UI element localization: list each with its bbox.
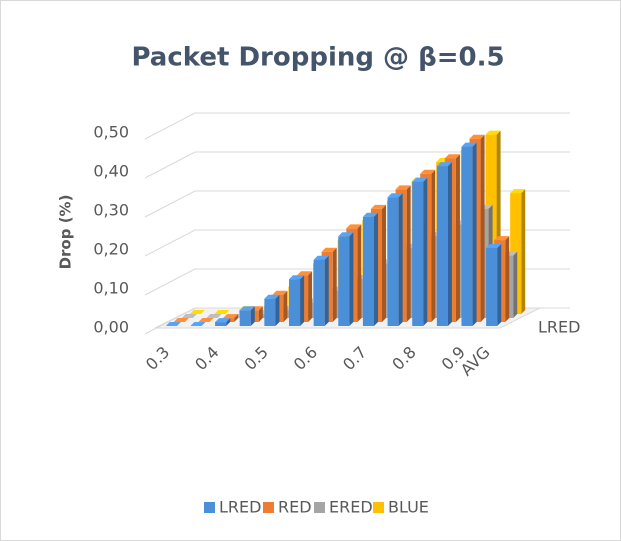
bar [412, 181, 424, 326]
bar-side [431, 169, 436, 322]
bar-top [469, 134, 485, 139]
bar-top [198, 318, 214, 322]
bar-side [357, 224, 362, 322]
y-tick-label: 0,50 [93, 123, 129, 142]
bar-top [370, 204, 387, 209]
y-tick-label: 0,10 [93, 279, 129, 298]
bar-top [510, 189, 526, 194]
bar [387, 197, 399, 326]
bar-top [362, 212, 379, 217]
bar-side [283, 290, 288, 322]
bar-side [513, 251, 518, 318]
bar [362, 216, 375, 326]
bar-top [420, 169, 436, 174]
bar-top [215, 318, 231, 323]
bar-side [472, 142, 477, 326]
bar-side [447, 162, 452, 326]
legend-label: RED [278, 498, 312, 517]
bar-side [374, 212, 379, 326]
bar-side [324, 255, 329, 326]
bar-side [382, 204, 387, 322]
bar-top [313, 255, 329, 260]
bar-top [296, 271, 313, 276]
bar-top [264, 294, 280, 299]
bar-top [461, 142, 477, 147]
grid-line [144, 112, 570, 140]
bar-top [338, 232, 354, 237]
bar [288, 279, 301, 326]
bar-side [505, 236, 510, 322]
y-tick-label: 0,20 [93, 240, 129, 259]
bar-side [349, 232, 354, 326]
bar-top [485, 130, 501, 135]
bar-top [436, 162, 452, 167]
bar-top [272, 290, 288, 295]
bar [313, 259, 325, 326]
grid-line [144, 151, 570, 179]
legend-label: LRED [219, 498, 261, 517]
bar-side [406, 185, 411, 322]
bar [264, 298, 276, 326]
bar-top [288, 275, 305, 280]
legend-label: ERED [329, 498, 373, 517]
bar-side [455, 154, 460, 322]
bar [215, 322, 227, 326]
depth-axis-label: LRED [538, 318, 580, 337]
legend-label: BLUE [388, 498, 429, 517]
bar [338, 236, 350, 326]
bar-top [321, 247, 337, 252]
bar-top [412, 177, 428, 182]
bar-top [444, 154, 460, 159]
bar-top [181, 314, 197, 318]
bar-top [486, 244, 502, 248]
bar-side [480, 134, 485, 322]
bar-side [332, 247, 337, 322]
bar-top [346, 224, 362, 229]
bar-side [497, 244, 502, 326]
bar-side [308, 271, 313, 322]
bar-top [214, 310, 230, 314]
bar [461, 146, 473, 326]
bar-side [250, 306, 255, 326]
bar-side [398, 193, 403, 326]
bar-top [189, 310, 205, 314]
y-tick-label: 0,30 [93, 201, 129, 220]
bar-top [223, 314, 239, 319]
bar-top [395, 185, 411, 190]
bar-top [494, 236, 510, 241]
y-axis-label: Drop (%) [57, 195, 75, 270]
chart-title: Packet Dropping @ β=0.5 [131, 43, 504, 73]
bar-top [206, 314, 222, 318]
y-tick-label: 0,00 [93, 318, 129, 337]
bar-top [190, 322, 206, 326]
bar-top [239, 306, 255, 311]
bar-side [226, 318, 231, 326]
bar-top [165, 322, 181, 326]
legend-swatch [314, 502, 325, 513]
bar-side [275, 294, 280, 326]
legend-swatch [263, 502, 274, 513]
bar-side [258, 306, 263, 322]
bar-side [423, 177, 428, 326]
legend-swatch [204, 502, 215, 513]
y-tick-label: 0,40 [93, 162, 129, 181]
bar-side [300, 275, 305, 326]
bar [436, 166, 448, 326]
bar-side [234, 314, 239, 322]
legend-swatch [373, 502, 384, 513]
bar-side [521, 189, 526, 314]
bar [239, 310, 251, 326]
bar-top [387, 193, 403, 198]
bar [486, 248, 498, 326]
bar-top [173, 318, 189, 322]
